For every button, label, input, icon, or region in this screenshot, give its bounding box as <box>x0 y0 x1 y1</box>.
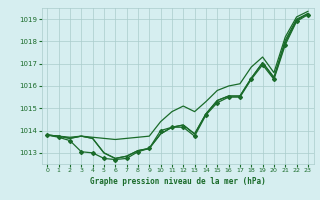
X-axis label: Graphe pression niveau de la mer (hPa): Graphe pression niveau de la mer (hPa) <box>90 177 266 186</box>
